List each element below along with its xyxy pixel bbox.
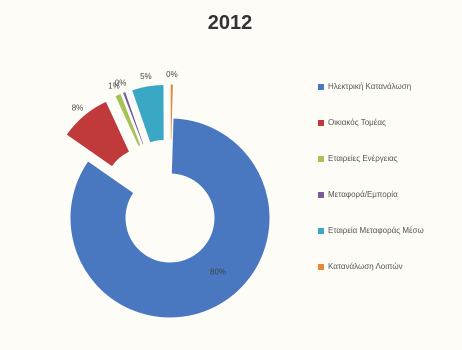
legend-item-4: Μεταφορά/Εμπορία <box>318 190 462 226</box>
legend-label: Εταιρείες Ενέργειας <box>328 154 398 163</box>
data-label-1: 80% <box>210 268 226 277</box>
legend-item-2: Οικιακός Τομέας <box>318 118 462 154</box>
chart-legend: Ηλεκτρική Κατανάλωση Οικιακός Τομέας Εταιρ… <box>318 82 462 298</box>
legend-label: Κατανάλωση Λοιπών <box>328 262 403 271</box>
legend-swatch <box>318 120 324 126</box>
donut-slice-3 <box>114 92 142 148</box>
legend-item-3: Εταιρείες Ενέργειας <box>318 154 462 190</box>
legend-label: Εταιρεία Μεταφοράς Μέσω <box>328 226 424 235</box>
donut-slice-2 <box>65 100 131 168</box>
data-label-2: 8% <box>72 104 84 113</box>
donut-slice-6 <box>169 83 174 141</box>
legend-swatch <box>318 84 324 90</box>
legend-item-6: Κατανάλωση Λοιπών <box>318 262 462 298</box>
legend-swatch <box>318 264 324 270</box>
data-label-3: 1% <box>108 81 120 90</box>
legend-swatch <box>318 192 324 198</box>
legend-label: Μεταφορά/Εμπορία <box>328 190 398 199</box>
legend-item-5: Εταιρεία Μεταφοράς Μέσω <box>318 226 462 262</box>
donut-slice-4 <box>121 90 145 146</box>
legend-item-1: Ηλεκτρική Κατανάλωση <box>318 82 462 118</box>
legend-label: Ηλεκτρική Κατανάλωση <box>328 82 412 91</box>
donut-slice-5 <box>130 83 165 144</box>
legend-swatch <box>318 156 324 162</box>
legend-swatch <box>318 228 324 234</box>
data-label-4: 0% <box>115 79 127 88</box>
donut-slice-1 <box>69 117 271 319</box>
data-label-6: 0% <box>166 70 178 79</box>
data-label-5: 5% <box>140 72 152 81</box>
legend-label: Οικιακός Τομέας <box>328 118 386 127</box>
chart-title: 2012 <box>207 12 253 34</box>
